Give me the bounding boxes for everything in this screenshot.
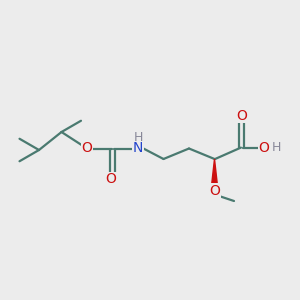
Text: H: H bbox=[133, 130, 143, 144]
Text: O: O bbox=[259, 141, 269, 154]
Text: O: O bbox=[236, 109, 247, 122]
Text: O: O bbox=[106, 172, 116, 186]
Text: H: H bbox=[272, 141, 281, 154]
Text: O: O bbox=[82, 142, 92, 155]
Text: N: N bbox=[133, 142, 143, 155]
Text: O: O bbox=[209, 184, 220, 198]
Polygon shape bbox=[212, 159, 218, 186]
